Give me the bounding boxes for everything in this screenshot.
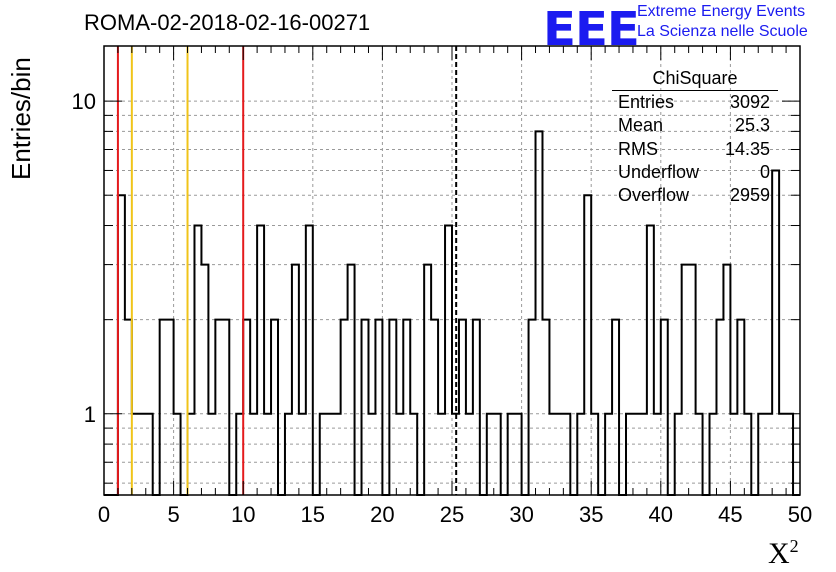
stats-label: Overflow xyxy=(618,185,690,206)
x-tick-label: 0 xyxy=(98,502,110,527)
x-tick-label: 5 xyxy=(167,502,179,527)
y-tick-label: 10 xyxy=(72,89,96,114)
chart-title: ROMA-02-2018-02-16-00271 xyxy=(84,10,371,35)
stats-value: 3092 xyxy=(729,92,770,112)
stats-row-overflow: Overflow 2959 xyxy=(612,184,778,207)
stats-value: 25.3 xyxy=(734,115,770,136)
x-tick-label: 25 xyxy=(440,502,464,527)
eee-logo-mark: EEE xyxy=(543,2,640,56)
stats-value: 2959 xyxy=(729,185,770,206)
stats-label: Entries xyxy=(618,92,675,112)
stats-row-mean: Mean 25.3 xyxy=(612,114,778,137)
x-axis-label: X2 xyxy=(768,536,799,571)
stats-value: 0 xyxy=(759,161,770,182)
stats-value: 14.35 xyxy=(724,138,770,159)
x-tick-label: 20 xyxy=(370,502,394,527)
stats-title: ChiSquare xyxy=(612,68,778,91)
stats-label: Mean xyxy=(618,115,664,136)
x-tick-label: 10 xyxy=(231,502,255,527)
stats-box: ChiSquare Entries 3092 Mean 25.3 RMS 14.35 … xyxy=(612,68,778,207)
x-tick-label: 35 xyxy=(579,502,603,527)
stats-row-rms: RMS 14.35 xyxy=(612,138,778,161)
logo-line-2: La Scienza nelle Scuole xyxy=(637,23,808,40)
stats-label: Underflow xyxy=(618,161,700,182)
x-axis-label-base: X xyxy=(768,537,790,570)
y-tick-label: 1 xyxy=(84,402,96,427)
stats-label: RMS xyxy=(618,138,658,159)
x-tick-label: 45 xyxy=(718,502,742,527)
histogram-series xyxy=(104,130,800,496)
x-tick-label: 40 xyxy=(649,502,673,527)
x-axis-label-sup: 2 xyxy=(789,536,799,556)
x-tick-label: 15 xyxy=(301,502,325,527)
x-tick-label: 30 xyxy=(509,502,533,527)
logo-line-1: Extreme Energy Events xyxy=(637,3,806,20)
stats-row-entries: Entries 3092 xyxy=(612,91,778,114)
y-axis-label: Entries/bin xyxy=(6,57,36,180)
stats-row-underflow: Underflow 0 xyxy=(612,161,778,184)
x-tick-label: 50 xyxy=(788,502,812,527)
